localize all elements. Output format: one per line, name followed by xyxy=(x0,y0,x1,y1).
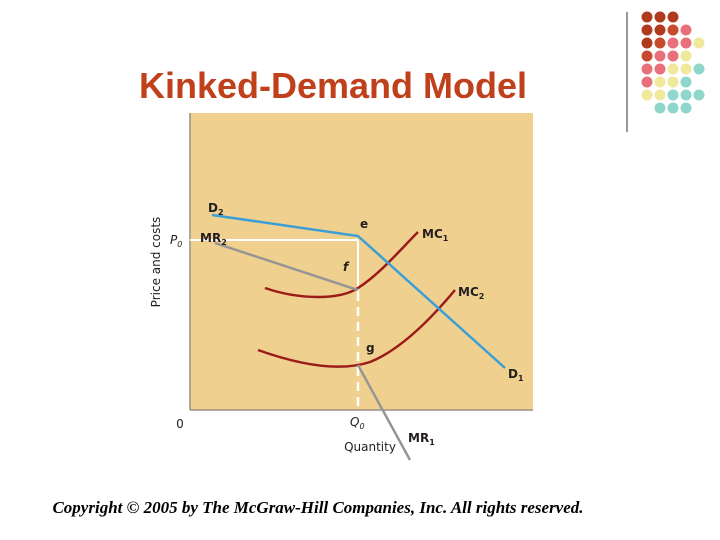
label-main: D xyxy=(508,367,518,381)
mc2-label: MC2 xyxy=(458,285,484,301)
label-main: MC xyxy=(458,285,479,299)
label-main: D xyxy=(208,201,218,215)
slide-title: Kinked-Demand Model xyxy=(139,65,527,106)
plot-area xyxy=(190,113,533,410)
demand-curve xyxy=(211,213,506,369)
y-axis-label: Price and costs xyxy=(149,217,163,308)
label-main: MR xyxy=(408,431,429,445)
label-sub: 1 xyxy=(429,438,435,447)
mr2-line xyxy=(214,241,359,292)
point-f: f xyxy=(343,260,350,274)
point-e: e xyxy=(360,217,368,231)
mr1-label: MR1 xyxy=(408,431,435,447)
d2-label: D2 xyxy=(208,201,224,217)
label-sub: 0 xyxy=(359,422,364,431)
p0-label: P0 xyxy=(170,233,182,249)
label-main: MR xyxy=(200,231,221,245)
label-sub: 2 xyxy=(221,238,227,247)
label-sub: 2 xyxy=(218,208,224,217)
x-axis-label: Quantity xyxy=(344,440,396,454)
mr1-line xyxy=(356,364,412,461)
label-sub: 0 xyxy=(177,240,182,249)
label-sub: 2 xyxy=(479,292,485,301)
mc2-curve xyxy=(257,289,456,368)
copyright: Copyright © 2005 by The McGraw-Hill Comp… xyxy=(52,498,583,517)
q0-label: Q0 xyxy=(350,415,365,431)
dot-grid xyxy=(641,11,705,114)
mc1-label: MC1 xyxy=(422,227,449,243)
label-main: MC xyxy=(422,227,443,241)
d1-label: D1 xyxy=(508,367,524,383)
label-main: P xyxy=(170,233,178,247)
origin-label: 0 xyxy=(176,417,184,431)
label-sub: 1 xyxy=(443,234,449,243)
mr2-label: MR2 xyxy=(200,231,227,247)
point-g: g xyxy=(366,341,375,355)
label-main: Q xyxy=(350,415,359,429)
diagram: Price and costs Quantity 0 P0 Q0 D2 MR2 … xyxy=(149,113,533,461)
mc1-curve xyxy=(264,231,419,299)
label-sub: 1 xyxy=(518,374,524,383)
decoration xyxy=(626,11,705,132)
